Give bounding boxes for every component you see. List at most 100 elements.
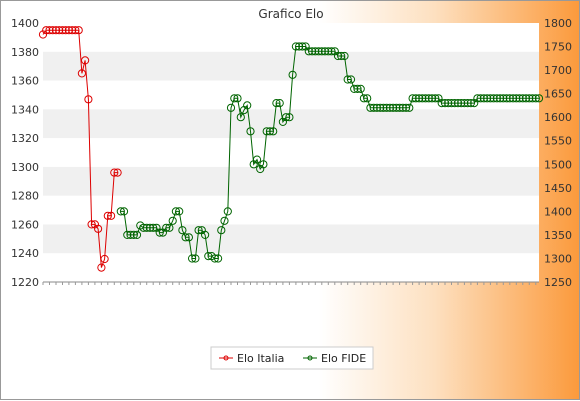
right-tick-label: 1500 (544, 158, 572, 171)
left-tick-label: 1320 (11, 132, 39, 145)
x-axis-ticks (42, 282, 537, 285)
data-point (265, 127, 274, 136)
data-point (243, 101, 252, 110)
data-point (427, 94, 437, 103)
legend-marker (223, 355, 229, 361)
left-tick-label: 1340 (11, 103, 39, 116)
legend-label: Elo FIDE (321, 352, 366, 365)
data-point (259, 160, 268, 169)
data-point (499, 94, 508, 103)
data-point (372, 103, 381, 112)
data-point (282, 113, 291, 122)
data-point (385, 103, 394, 112)
right-tick-label: 1550 (544, 135, 572, 148)
left-tick-label: 1280 (11, 190, 39, 203)
data-point (236, 113, 245, 122)
data-point (440, 99, 450, 108)
data-point (395, 103, 404, 112)
left-tick-label: 1300 (11, 161, 39, 174)
data-point (308, 47, 317, 56)
data-point (327, 47, 336, 56)
legend-box (210, 346, 374, 370)
data-point (214, 254, 223, 263)
data-point (353, 84, 362, 94)
right-tick-label: 1600 (544, 111, 572, 124)
data-point (473, 94, 482, 103)
data-point (81, 56, 90, 65)
data-point (489, 94, 498, 103)
data-point (226, 103, 236, 112)
data-point (402, 103, 411, 112)
data-point (126, 230, 135, 239)
right-tick-label: 1300 (544, 252, 572, 265)
data-point (421, 94, 430, 103)
data-point (84, 95, 93, 104)
right-tick-label: 1400 (544, 205, 572, 218)
data-point (55, 26, 64, 35)
data-point (483, 94, 492, 103)
right-tick-label: 1700 (544, 64, 572, 77)
data-point (210, 254, 219, 263)
data-point (123, 230, 132, 239)
right-tick-label: 1350 (544, 229, 572, 242)
data-point (87, 220, 96, 229)
data-point (518, 94, 527, 103)
data-point (415, 94, 424, 103)
data-point (486, 94, 495, 103)
data-point (42, 26, 51, 35)
legend-marker (307, 355, 313, 361)
data-point (45, 26, 54, 35)
data-point (460, 99, 469, 108)
data-point (534, 94, 544, 103)
data-point (48, 26, 57, 35)
data-point (350, 84, 359, 94)
data-point (431, 94, 440, 103)
data-point (201, 230, 210, 239)
data-point (457, 99, 466, 108)
data-point (61, 26, 70, 35)
data-point (97, 263, 106, 272)
data-point (178, 226, 187, 235)
data-point (502, 94, 511, 103)
data-point (343, 75, 352, 84)
data-point (476, 94, 485, 103)
data-point (521, 94, 531, 103)
data-point (116, 207, 125, 216)
chart-title: Grafico Elo (258, 7, 323, 21)
data-point (314, 47, 323, 56)
data-point (424, 94, 433, 103)
data-point (463, 99, 472, 108)
data-point (252, 155, 262, 164)
legend: Elo Italia Elo FIDE (210, 346, 374, 370)
data-point (379, 103, 388, 112)
data-point (155, 228, 164, 237)
data-point (340, 51, 349, 61)
data-point (51, 26, 61, 35)
data-point (269, 127, 278, 136)
data-point (191, 254, 200, 263)
data-point (392, 103, 401, 112)
data-point (142, 223, 151, 232)
data-point (408, 94, 417, 103)
data-point (188, 254, 197, 263)
data-point (149, 223, 158, 232)
data-point (444, 99, 453, 108)
data-point (453, 99, 463, 108)
data-point (233, 94, 242, 103)
data-point (317, 47, 326, 56)
left-tick-label: 1360 (11, 75, 39, 88)
series-elo-italia (38, 26, 122, 272)
data-point (110, 168, 119, 177)
data-point (171, 207, 180, 216)
data-point (194, 226, 203, 235)
data-point (320, 47, 330, 56)
data-point (68, 26, 77, 35)
right-tick-label: 1650 (544, 88, 572, 101)
data-point (508, 94, 518, 103)
grid-band (43, 166, 539, 196)
right-axis-ticks: 1250 1300 1350 1400 1450 1500 1550 1600 1650 1700… (544, 17, 572, 289)
data-point (220, 216, 229, 225)
data-point (337, 51, 346, 61)
data-point (175, 207, 184, 216)
